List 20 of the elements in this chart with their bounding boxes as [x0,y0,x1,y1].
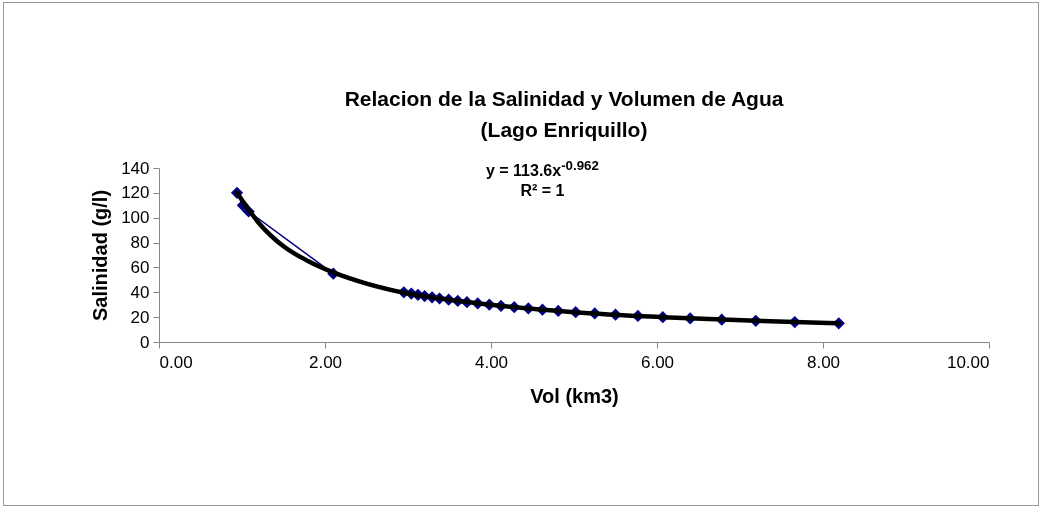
y-tick-label: 40 [130,282,150,302]
chart-title: Relacion de la Salinidad y Volumen de Agua [344,87,784,110]
x-tick-label: 2.00 [308,352,343,372]
x-tick-label: 0.00 [159,352,193,372]
x-tick-label: 10.00 [946,352,990,372]
x-tick-label: 4.00 [474,352,509,372]
chart-subtitle: (Lago Enriquillo) [480,118,648,141]
x-tick-label: 8.00 [806,352,841,372]
y-tick-label: 100 [121,208,150,228]
x-tick-label: 6.00 [640,352,675,372]
y-tick-label: 140 [121,158,150,178]
y-tick-label: 80 [130,233,150,253]
y-tick-label: 120 [121,183,150,203]
annotation: R² = 1 [519,182,566,200]
y-tick-label: 0 [140,332,150,352]
y-axis-title: Salinidad (g/l) [89,189,112,322]
y-tick-label: 60 [130,257,150,277]
annotation: y = 113.6x$^{-0.962}$ [484,158,600,181]
y-tick-label: 20 [130,307,150,327]
x-axis-title: Vol (km3) [530,384,619,407]
